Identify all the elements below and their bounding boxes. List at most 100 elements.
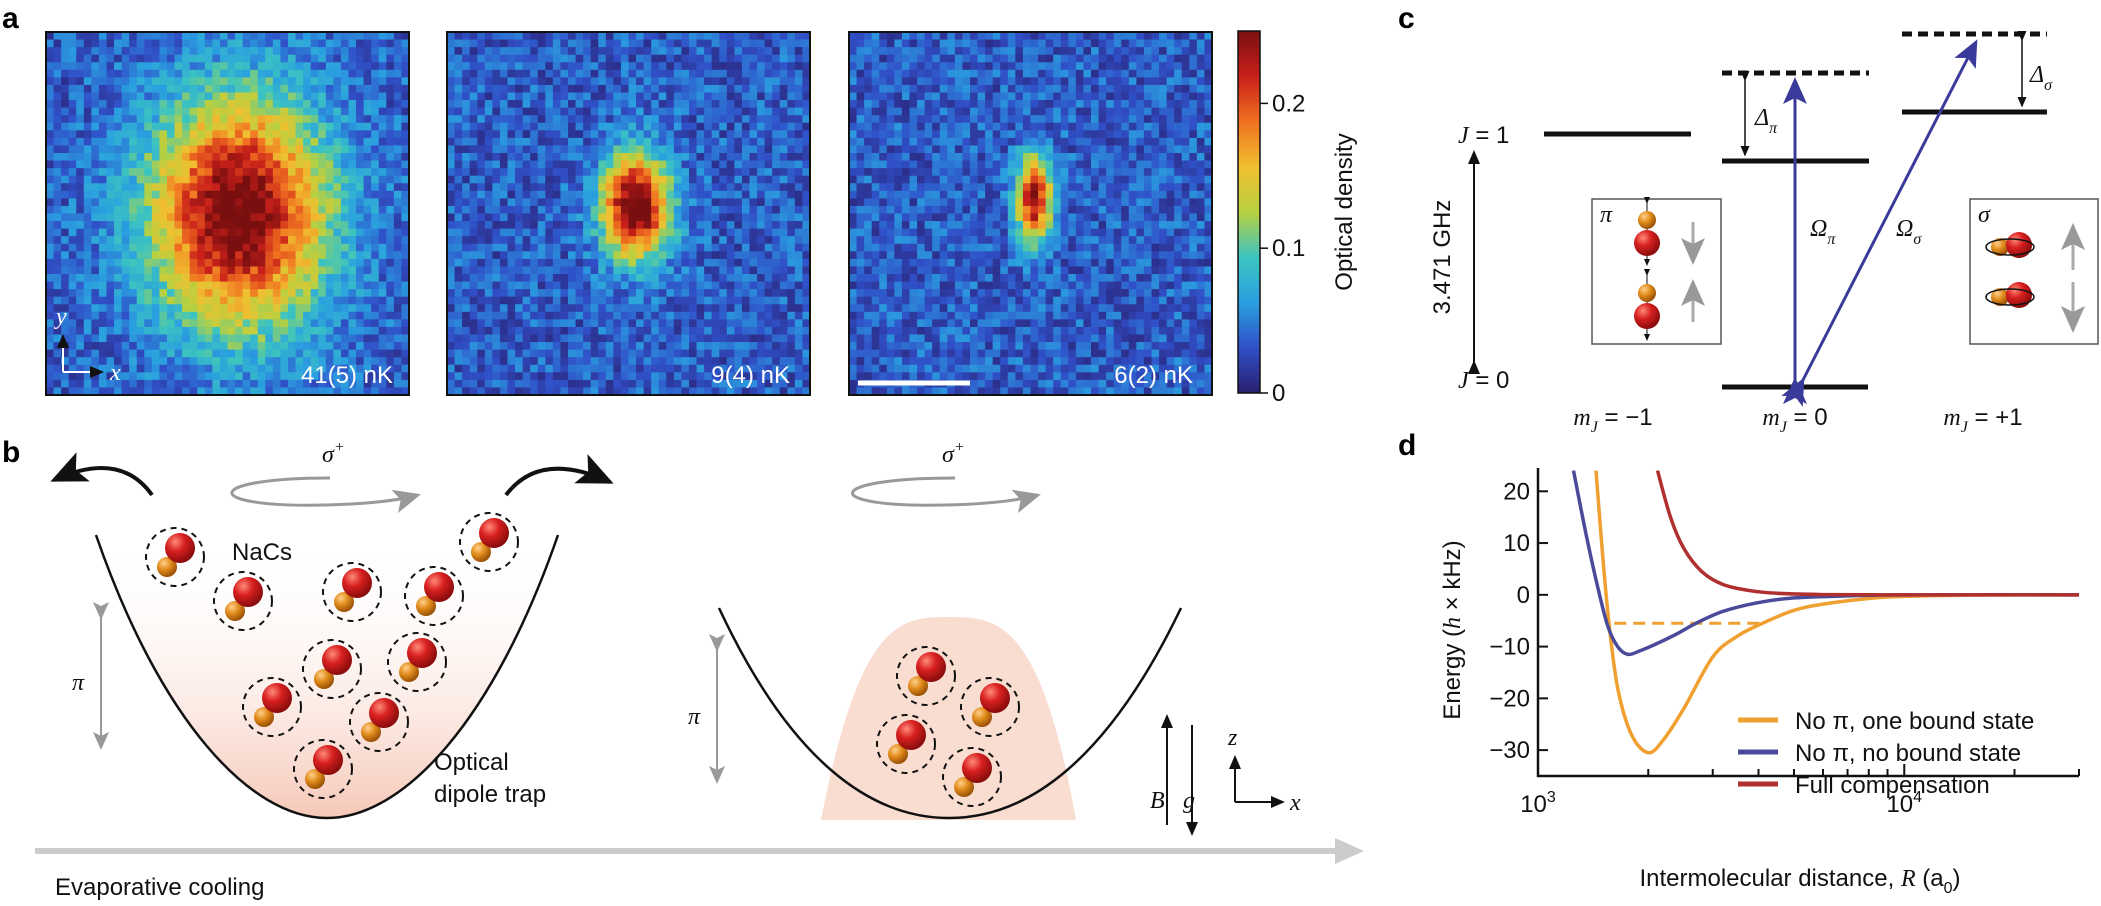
potential-plot: No π, one bound state No π, no bound stat… xyxy=(1489,468,2080,818)
na-atom xyxy=(888,744,908,764)
y-axis-label: Energy (h × kHz) xyxy=(1439,540,1466,719)
nacs-molecule xyxy=(213,571,273,631)
sigma-plus-rotation-left: σ+ xyxy=(230,439,421,513)
escape-arrow-left xyxy=(50,452,154,497)
rotation-orbit xyxy=(1985,288,2035,306)
cs-atom xyxy=(407,638,437,668)
y-tick-label: 20 xyxy=(1503,478,1530,505)
xy-axes-indicator: y x xyxy=(54,304,121,386)
nacs-molecule xyxy=(302,639,362,699)
omega-pi-label: Ωπ xyxy=(1810,216,1836,248)
pi-polarization-inset: π xyxy=(1591,197,1722,345)
evaporative-cooling-label: Evaporative cooling xyxy=(55,874,264,901)
na-atom xyxy=(334,592,354,612)
cs-atom xyxy=(262,683,292,713)
cs-atom xyxy=(1634,230,1660,256)
panel-b: b σ+ σ+ NaCs Optical dipole trap π π B g xyxy=(2,436,1364,901)
rotation-orbit xyxy=(1985,238,2035,256)
nacs-label: NaCs xyxy=(232,539,292,566)
cs-atom xyxy=(479,518,509,548)
colorbar: 0 0.1 0.2 Optical density xyxy=(1237,30,1358,407)
inset-sigma-label: σ xyxy=(1978,202,1991,228)
na-atom xyxy=(314,669,334,689)
nacs-molecule xyxy=(387,632,447,692)
na-atom xyxy=(305,769,325,789)
nacs-molecule xyxy=(322,562,382,622)
temperature-label: 41(5) nK xyxy=(301,362,393,389)
cs-atom xyxy=(1634,303,1660,329)
B-label: B xyxy=(1150,788,1165,814)
y-tick-label: −30 xyxy=(1489,737,1530,764)
absorption-image xyxy=(446,31,811,396)
nacs-molecule xyxy=(960,677,1020,737)
nacs-molecule xyxy=(942,747,1002,807)
absorption-image xyxy=(45,31,410,396)
y-tick-label: −10 xyxy=(1489,634,1530,661)
na-atom xyxy=(361,722,381,742)
nacs-molecule xyxy=(876,714,936,774)
z-label: z xyxy=(1227,725,1238,751)
na-atom xyxy=(954,777,974,797)
series-line-2 xyxy=(1655,470,2079,597)
sigma-plus-rotation-right: σ+ xyxy=(851,439,1041,513)
cs-atom xyxy=(369,698,399,728)
na-atom xyxy=(1638,284,1656,302)
na-atom xyxy=(972,707,992,727)
nacs-molecule xyxy=(896,646,956,706)
y-tick-label: 0 xyxy=(1517,582,1530,609)
y-tick-label: −20 xyxy=(1489,685,1530,712)
colorbar-gradient xyxy=(1237,30,1261,394)
mj-label: mJ = −1 xyxy=(1573,404,1652,436)
colorbar-tick-label: 0 xyxy=(1272,380,1285,407)
cs-atom xyxy=(424,572,454,602)
cs-atom xyxy=(313,745,343,775)
nacs-molecule xyxy=(404,566,464,626)
series-line-0 xyxy=(1594,470,2079,755)
y-axis-label: y xyxy=(54,304,67,330)
na-atom xyxy=(1991,288,2009,306)
x-label: x xyxy=(1289,790,1301,816)
panel-label-d: d xyxy=(1398,429,1416,462)
x-axis-label: x xyxy=(109,360,121,386)
molecules xyxy=(145,512,1020,807)
mj-label: mJ = +1 xyxy=(1943,404,2022,436)
cloud-fill xyxy=(821,617,1076,820)
cs-atom xyxy=(342,568,372,598)
nacs-molecule xyxy=(145,527,205,587)
legend-label: No π, no bound state xyxy=(1795,740,2021,767)
splitting-label: 3.471 GHz xyxy=(1429,200,1456,315)
cs-atom xyxy=(322,645,352,675)
series-line-1 xyxy=(1571,470,2079,657)
arrowhead-icon xyxy=(1335,838,1364,864)
cs-atom xyxy=(896,720,926,750)
optical-dipole-trap-curve xyxy=(717,607,1183,820)
cs-atom xyxy=(980,683,1010,713)
trap-label-line2: dipole trap xyxy=(434,781,546,808)
na-atom xyxy=(416,596,436,616)
colorbar-tick-label: 0.1 xyxy=(1272,235,1305,262)
inset-pi-label: π xyxy=(1600,202,1613,228)
legend-label: No π, one bound state xyxy=(1795,708,2034,735)
escape-arrow-right xyxy=(504,454,614,497)
omega-sigma-transition-arrow xyxy=(1781,39,1978,407)
pi-label: π xyxy=(72,670,85,696)
nacs-molecule xyxy=(349,692,409,752)
cs-atom xyxy=(233,577,263,607)
na-atom xyxy=(471,542,491,562)
x-tick-label: 103 xyxy=(1520,789,1556,818)
nacs-molecule xyxy=(242,677,302,737)
trap-label-line1: Optical xyxy=(434,749,509,776)
mj-label: mJ = 0 xyxy=(1762,404,1827,436)
cs-atom xyxy=(962,753,992,783)
nacs-molecule xyxy=(293,739,353,799)
circular-arrow-icon xyxy=(851,476,1041,513)
sigma-plus-label: σ+ xyxy=(322,439,345,468)
panel-label-b: b xyxy=(2,436,20,469)
panel-a: a y x 41(5) nK 9(4) nK 6(2) nK 0 0.1 0.2 O… xyxy=(2,2,1358,407)
circular-arrow-icon xyxy=(230,476,421,513)
temperature-label: 9(4) nK xyxy=(711,362,790,389)
na-atom xyxy=(225,601,245,621)
panel-d: d No π, one bound state No π, no bound st… xyxy=(1398,429,2080,897)
delta-sigma-label: Δσ xyxy=(2029,62,2053,94)
